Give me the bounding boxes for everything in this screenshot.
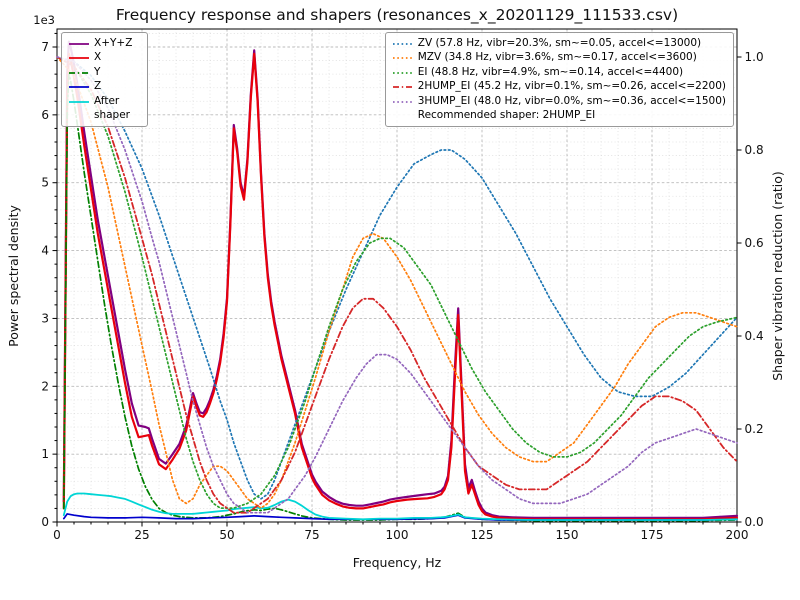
- y-left-offset-text: 1e3: [33, 13, 55, 27]
- legend-label: EI (48.8 Hz, vibr=4.9%, sm~=0.14, accel<…: [417, 65, 684, 78]
- series-layer: [56, 40, 739, 522]
- legend-item: 3HUMP_EI (48.0 Hz, vibr=0.0%, sm~=0.36, …: [392, 94, 726, 108]
- legend-item: X: [69, 50, 140, 64]
- legend-label: Y: [94, 65, 101, 78]
- legend-line-sample: [69, 83, 89, 91]
- legend-line-sample: [392, 54, 413, 62]
- legend-item: MZV (34.8 Hz, vibr=3.6%, sm~=0.17, accel…: [392, 50, 726, 64]
- series-3hump_ei: [56, 56, 738, 514]
- legend-line-sample: [69, 98, 89, 106]
- series-2hump_ei: [56, 56, 738, 514]
- y-right-axis-label: Shaper vibration reduction (ratio): [770, 171, 785, 381]
- y-right-tick-label: 0.2: [745, 422, 764, 436]
- x-tick-label: 125: [471, 528, 494, 542]
- legend-line-sample: [392, 69, 413, 77]
- legend-line-sample: [392, 98, 413, 106]
- x-axis-label: Frequency, Hz: [353, 555, 442, 570]
- x-tick-label: 150: [556, 528, 579, 542]
- y-left-tick-label: 0: [41, 515, 49, 529]
- y-left-axis-label: Power spectral density: [6, 205, 21, 347]
- x-tick-label: 0: [53, 528, 61, 542]
- legend-line-sample: [392, 83, 413, 91]
- legend-psd: X+Y+Z X Y Z After shaper: [61, 32, 148, 127]
- legend-label: ZV (57.8 Hz, vibr=20.3%, sm~=0.05, accel…: [417, 37, 702, 49]
- series-x: [62, 52, 739, 521]
- x-tick-label: 175: [641, 528, 664, 542]
- y-left-tick-label: 2: [41, 379, 49, 393]
- legend-item: EI (48.8 Hz, vibr=4.9%, sm~=0.14, accel<…: [392, 65, 726, 79]
- legend-label: X+Y+Z: [94, 37, 133, 49]
- legend-line-sample: [69, 40, 89, 48]
- legend-label: 3HUMP_EI (48.0 Hz, vibr=0.0%, sm~=0.36, …: [417, 94, 726, 107]
- x-tick-label: 200: [726, 528, 749, 542]
- x-tick-label: 100: [386, 528, 409, 542]
- axis-layer: 0 25 50 75 100 125 150 175 200 0 1 2 3 4 5 6 7 0.0 0.2 0.4 0…: [41, 32, 764, 542]
- y-left-tick-label: 5: [41, 176, 49, 190]
- legend-label: X: [94, 51, 102, 64]
- x-tick-label: 25: [134, 528, 149, 542]
- legend-item: Z: [69, 79, 140, 93]
- legend-item: After shaper: [69, 94, 140, 123]
- legend-item: Y: [69, 65, 140, 79]
- legend-line-sample: [69, 69, 89, 77]
- y-right-tick-label: 0.0: [745, 515, 764, 529]
- x-tick-label: 75: [304, 528, 319, 542]
- legend-label: Recommended shaper: 2HUMP_EI: [417, 109, 596, 122]
- legend-label: After shaper: [94, 94, 131, 122]
- legend-item: Recommended shaper: 2HUMP_EI: [393, 108, 726, 122]
- chart-title: Frequency response and shapers (resonanc…: [116, 6, 678, 25]
- y-right-tick-label: 1.0: [745, 50, 764, 64]
- legend-line-sample: [69, 54, 89, 62]
- y-right-tick-label: 0.6: [745, 236, 764, 250]
- legend-line-sample: [392, 40, 413, 48]
- y-right-tick-label: 0.8: [745, 143, 764, 157]
- legend-item: 2HUMP_EI (45.2 Hz, vibr=0.1%, sm~=0.26, …: [392, 79, 726, 93]
- y-left-tick-label: 4: [41, 244, 49, 258]
- x-tick-label: 50: [219, 528, 234, 542]
- series-zv: [56, 56, 738, 500]
- legend-label: MZV (34.8 Hz, vibr=3.6%, sm~=0.17, accel…: [417, 51, 697, 64]
- series-y: [62, 73, 738, 522]
- legend-item: ZV (57.8 Hz, vibr=20.3%, sm~=0.05, accel…: [392, 36, 726, 50]
- series-after-shaper: [62, 492, 738, 521]
- series-ei: [56, 56, 738, 509]
- y-left-tick-label: 6: [41, 108, 49, 122]
- legend-item: X+Y+Z: [69, 36, 140, 50]
- legend-shapers: ZV (57.8 Hz, vibr=20.3%, sm~=0.05, accel…: [384, 32, 734, 127]
- y-left-tick-label: 1: [41, 447, 49, 461]
- legend-label: 2HUMP_EI (45.2 Hz, vibr=0.1%, sm~=0.26, …: [417, 80, 726, 93]
- y-left-tick-label: 3: [41, 311, 49, 325]
- legend-label: Z: [94, 80, 102, 93]
- y-right-tick-label: 0.4: [745, 329, 764, 343]
- y-left-tick-label: 7: [41, 40, 49, 54]
